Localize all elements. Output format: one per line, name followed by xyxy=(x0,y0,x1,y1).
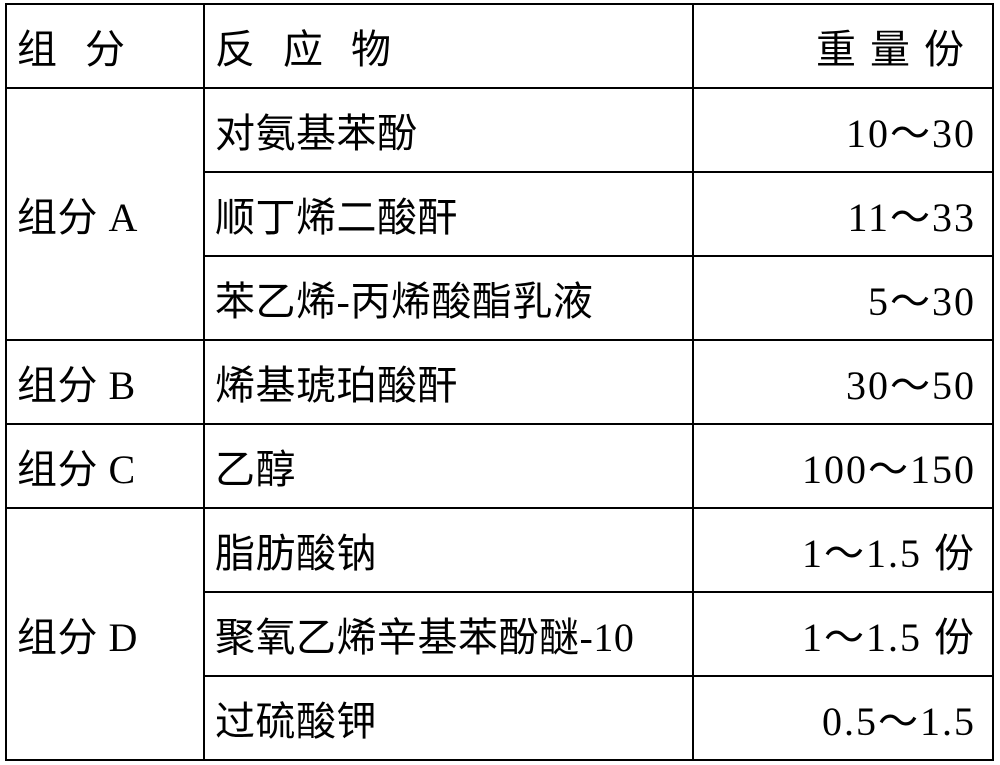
reactant-cell: 苯乙烯-丙烯酸酯乳液 xyxy=(204,256,693,340)
weight-cell: 10～30 xyxy=(693,88,993,172)
group-b-label: 组分 B xyxy=(6,340,204,424)
header-weight: 重量份 xyxy=(693,4,993,88)
reactant-cell: 乙醇 xyxy=(204,424,693,508)
weight-cell: 100～150 xyxy=(693,424,993,508)
reactant-cell: 聚氧乙烯辛基苯酚醚-10 xyxy=(204,592,693,676)
group-c-label: 组分 C xyxy=(6,424,204,508)
header-reactant: 反应物 xyxy=(204,4,693,88)
weight-cell: 1～1.5 份 xyxy=(693,508,993,592)
weight-cell: 5～30 xyxy=(693,256,993,340)
weight-cell: 1～1.5 份 xyxy=(693,592,993,676)
table-header-row: 组分 反应物 重量份 xyxy=(6,4,993,88)
reactant-cell: 顺丁烯二酸酐 xyxy=(204,172,693,256)
group-a-label: 组分 A xyxy=(6,88,204,340)
table-row: 组分 A 对氨基苯酚 10～30 xyxy=(6,88,993,172)
weight-cell: 30～50 xyxy=(693,340,993,424)
table-row: 组分 D 脂肪酸钠 1～1.5 份 xyxy=(6,508,993,592)
reactant-cell: 脂肪酸钠 xyxy=(204,508,693,592)
reactant-cell: 过硫酸钾 xyxy=(204,676,693,760)
weight-cell: 0.5～1.5 xyxy=(693,676,993,760)
table-row: 组分 B 烯基琥珀酸酐 30～50 xyxy=(6,340,993,424)
reactant-cell: 对氨基苯酚 xyxy=(204,88,693,172)
group-d-label: 组分 D xyxy=(6,508,204,760)
table-row: 组分 C 乙醇 100～150 xyxy=(6,424,993,508)
header-group: 组分 xyxy=(6,4,204,88)
composition-table: 组分 反应物 重量份 组分 A 对氨基苯酚 10～30 顺丁烯二酸酐 11～33… xyxy=(5,3,994,761)
weight-cell: 11～33 xyxy=(693,172,993,256)
reactant-cell: 烯基琥珀酸酐 xyxy=(204,340,693,424)
